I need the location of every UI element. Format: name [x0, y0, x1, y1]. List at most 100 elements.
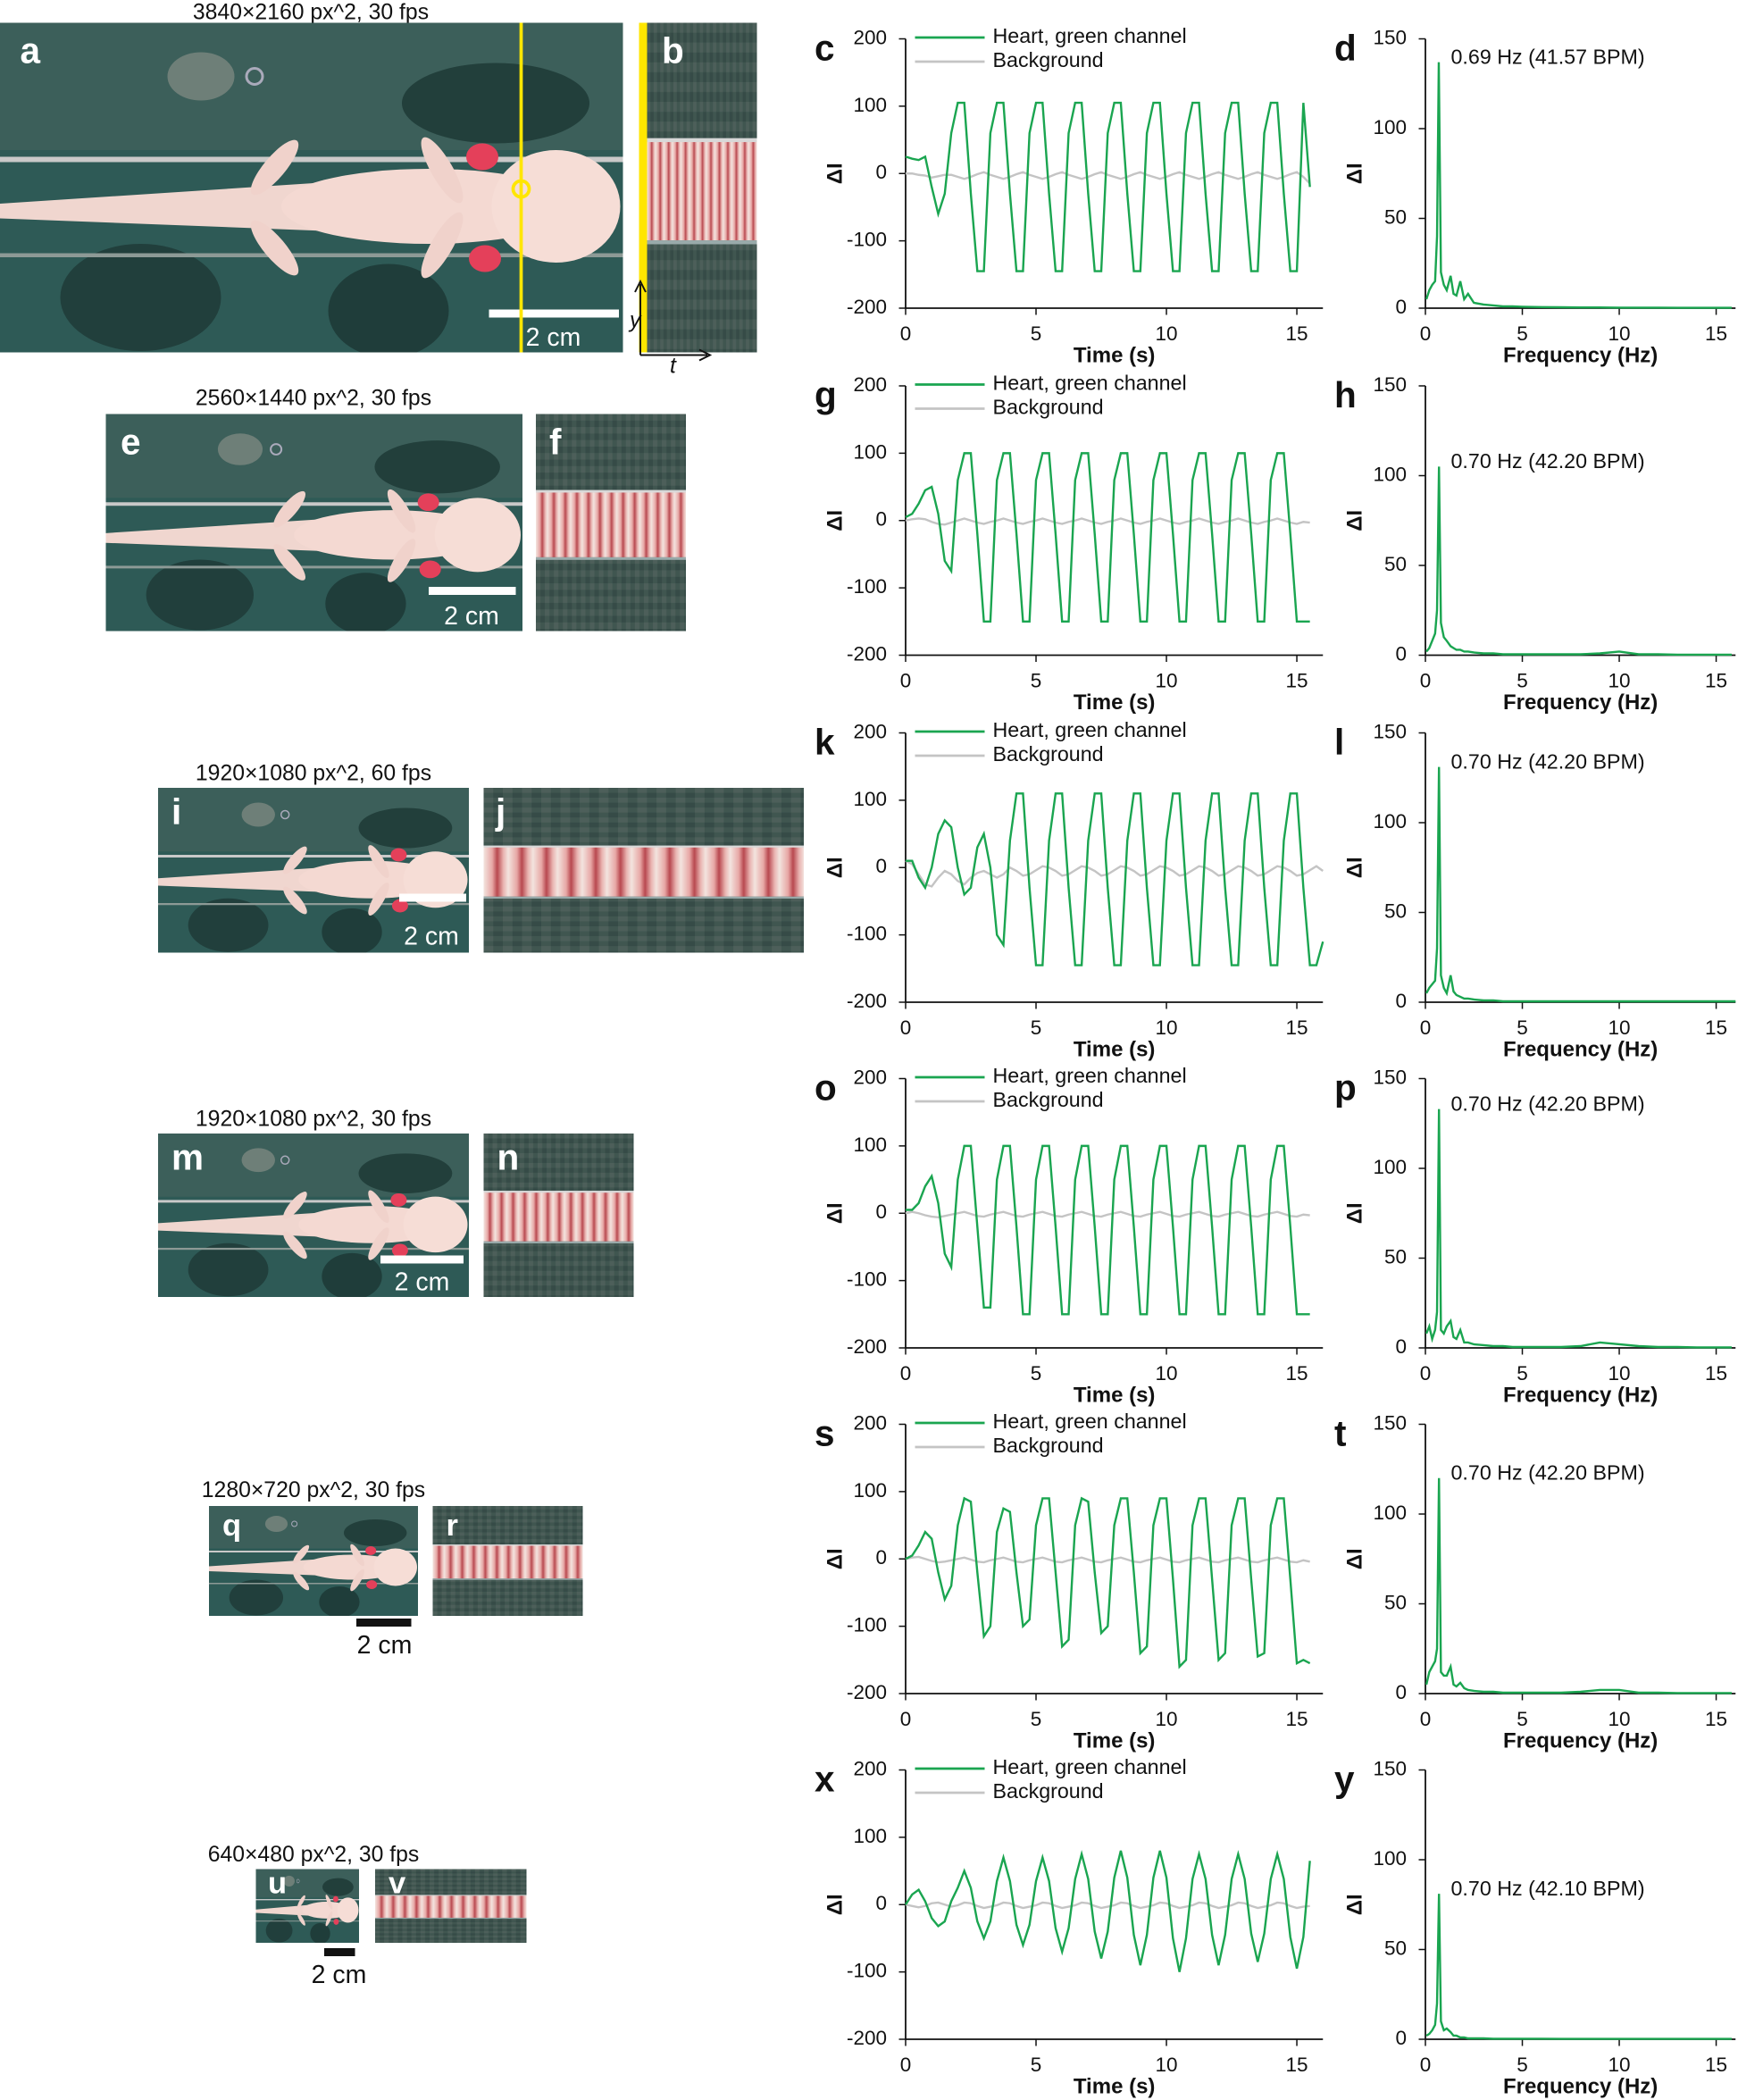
y-axis-label: ΔI: [1342, 1202, 1366, 1224]
x-tick-label: 5: [1031, 669, 1042, 691]
y-tick-label: -100: [847, 1268, 887, 1291]
legend-label: Heart, green channel: [993, 24, 1187, 47]
y-tick-label: -200: [847, 2027, 887, 2049]
legend-label: Heart, green channel: [993, 372, 1187, 395]
y-tick-label: 0: [875, 1546, 887, 1569]
x-tick-label: 15: [1286, 1362, 1308, 1385]
x-tick-label: 10: [1608, 669, 1631, 691]
x-tick-label: 10: [1608, 322, 1631, 345]
y-tick-label: 200: [853, 1066, 887, 1088]
y-axis-label: ΔI: [1342, 510, 1366, 531]
x-tick-label: 0: [1420, 2054, 1432, 2076]
x-tick-label: 10: [1156, 1017, 1178, 1039]
x-tick-label: 15: [1286, 1708, 1308, 1730]
y-tick-label: 200: [853, 720, 887, 742]
y-tick-label: 100: [1373, 1502, 1407, 1524]
x-tick-label: 5: [1517, 322, 1528, 345]
x-tick-label: 5: [1031, 1708, 1042, 1730]
y-tick-label: -200: [847, 642, 887, 665]
y-tick-label: 100: [1373, 1847, 1407, 1870]
y-tick-label: 0: [875, 1892, 887, 1914]
resolution-caption: 1920×1080 px^2, 60 fps: [196, 762, 431, 786]
panel-letter: m: [171, 1137, 204, 1178]
sample-point: [511, 179, 531, 199]
legend-label: Background: [993, 48, 1104, 71]
panel-letter: j: [495, 791, 506, 832]
x-axis-label: Frequency (Hz): [1503, 690, 1658, 715]
x-axis-label: Frequency (Hz): [1503, 1383, 1658, 1407]
chart: 0 50 100 150 0 5 10 15 Frequency (Hz) ΔI d 0.69 Hz …: [1334, 26, 1736, 367]
chart: -200 -100 0 100 200 0 5 10 15 Time (s) ΔI o Heart, g…: [815, 1064, 1324, 1407]
y-tick-label: 0: [1395, 1681, 1407, 1703]
x-tick-label: 5: [1031, 2054, 1042, 2076]
resolution-caption: 1920×1080 px^2, 30 fps: [196, 1108, 431, 1132]
chart: 0 50 100 150 0 5 10 15 Frequency (Hz) ΔI y 0.70 Hz …: [1334, 1757, 1736, 2098]
y-tick-label: -100: [847, 1614, 887, 1636]
chart: 0 50 100 150 0 5 10 15 Frequency (Hz) ΔI h 0.70 Hz …: [1334, 373, 1736, 715]
y-tick-label: 100: [853, 440, 887, 463]
y-tick-label: 100: [1373, 463, 1407, 485]
y-tick-label: 50: [1384, 1245, 1407, 1268]
data-line: [904, 1849, 1311, 1972]
y-tick-label: 50: [1384, 553, 1407, 575]
y-axis-label: ΔI: [823, 510, 847, 531]
y-tick-label: 0: [1395, 2027, 1407, 2049]
y-tick-label: -200: [847, 296, 887, 318]
kymograph: [483, 788, 805, 953]
data-line: [906, 792, 1324, 966]
chart: -200 -100 0 100 200 0 5 10 15 Time (s) ΔI s Heart, g…: [815, 1410, 1324, 1753]
x-tick-label: 15: [1705, 2054, 1727, 2076]
y-tick-label: 100: [853, 94, 887, 116]
x-axis-label: Frequency (Hz): [1503, 1728, 1658, 1753]
x-tick-label: 15: [1705, 1708, 1727, 1730]
y-axis-label: ΔI: [1342, 857, 1366, 878]
data-line: [905, 101, 1311, 272]
scale-bar-label: 2 cm: [357, 1631, 413, 1660]
data-line: [905, 1496, 1311, 1669]
x-tick-label: 5: [1517, 1708, 1528, 1730]
peak-annotation: 0.70 Hz (42.20 BPM): [1451, 749, 1645, 773]
y-tick-label: 0: [1395, 296, 1407, 318]
legend-label: Heart, green channel: [993, 1064, 1187, 1087]
y-tick-label: 100: [1373, 116, 1407, 138]
chart: -200 -100 0 100 200 0 5 10 15 Time (s) ΔI g Heart, g…: [815, 372, 1324, 715]
legend-label: Background: [993, 1779, 1104, 1803]
y-axis-label: ΔI: [823, 857, 847, 878]
panel-letter: o: [815, 1067, 837, 1109]
y-tick-label: 0: [1395, 990, 1407, 1012]
y-tick-label: 200: [853, 1411, 887, 1434]
legend-label: Background: [993, 1088, 1104, 1111]
resolution-caption: 1280×720 px^2, 30 fps: [202, 1478, 425, 1502]
y-tick-label: 100: [853, 1479, 887, 1502]
x-tick-label: 0: [1420, 1017, 1432, 1039]
y-axis-label: ΔI: [823, 1202, 847, 1224]
y-tick-label: 100: [1373, 1156, 1407, 1178]
x-tick-label: 10: [1156, 1708, 1178, 1730]
x-axis-label: Frequency (Hz): [1503, 1037, 1658, 1061]
kymograph: [647, 22, 757, 353]
kymo-axis-label: y: [628, 309, 642, 333]
y-tick-label: 50: [1384, 1591, 1407, 1613]
peak-annotation: 0.70 Hz (42.20 BPM): [1451, 449, 1645, 473]
data-line: [905, 452, 1310, 623]
y-tick-label: 200: [853, 373, 887, 396]
y-tick-label: -100: [847, 575, 887, 598]
x-tick-label: 0: [900, 1362, 912, 1385]
panel-letter: r: [447, 1509, 458, 1543]
x-tick-label: 0: [900, 1017, 912, 1039]
x-tick-label: 10: [1156, 2054, 1178, 2076]
x-tick-label: 15: [1705, 322, 1727, 345]
x-axis-label: Time (s): [1074, 1728, 1156, 1753]
x-axis-label: Time (s): [1074, 1383, 1156, 1407]
spectrum-line: [1425, 1477, 1732, 1694]
x-tick-label: 10: [1608, 1017, 1631, 1039]
resolution-caption: 3840×2160 px^2, 30 fps: [193, 1, 429, 25]
peak-annotation: 0.70 Hz (42.20 BPM): [1451, 1460, 1645, 1484]
chart: 0 50 100 150 0 5 10 15 Frequency (Hz) ΔI t 0.70 Hz …: [1334, 1411, 1736, 1753]
x-axis-label: Time (s): [1074, 690, 1156, 715]
chart: -200 -100 0 100 200 0 5 10 15 Time (s) ΔI k Heart, g…: [815, 718, 1324, 1061]
resolution-caption: 2560×1440 px^2, 30 fps: [196, 387, 431, 411]
image-panels: 3840×2160 px^2, 30 fps 2 cm a b 2560×1440 px…: [0, 1, 805, 1989]
x-axis-label: Time (s): [1074, 2074, 1156, 2098]
